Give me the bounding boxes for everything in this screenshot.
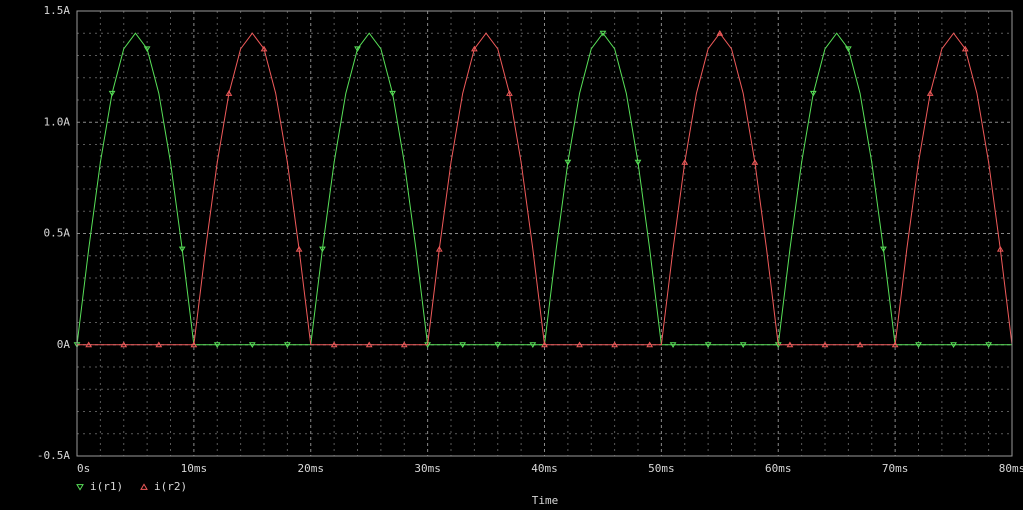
y-tick-label: 1.5A: [44, 4, 71, 17]
series-marker: [985, 342, 992, 348]
series-marker: [400, 341, 408, 348]
series-marker: [365, 341, 373, 348]
plot-area: [73, 30, 1013, 348]
series-marker: [681, 159, 689, 165]
series-marker: [108, 90, 116, 97]
series-marker: [541, 341, 548, 348]
series-marker: [529, 342, 537, 348]
x-tick-label: 10ms: [181, 462, 208, 475]
legend-label: i(r1): [90, 480, 123, 493]
x-axis-label: Time: [532, 494, 559, 507]
series-marker: [950, 342, 957, 348]
x-tick-label: 0s: [77, 462, 90, 475]
x-tick-label: 50ms: [648, 462, 675, 475]
series-marker: [248, 342, 256, 348]
series-marker: [599, 30, 607, 37]
series-marker: [669, 342, 677, 348]
series-marker: [389, 90, 396, 97]
series-marker: [915, 342, 922, 348]
series-marker: [809, 90, 817, 97]
series-marker: [354, 46, 361, 53]
series-marker: [319, 246, 326, 253]
series-marker: [213, 342, 221, 348]
series-marker: [284, 342, 291, 348]
legend-marker: [140, 483, 148, 490]
series-marker: [880, 246, 887, 253]
x-tick-label: 40ms: [531, 462, 558, 475]
series-marker: [295, 245, 303, 252]
series-marker: [330, 341, 338, 348]
x-tick-label: 70ms: [882, 462, 909, 475]
series-marker: [178, 246, 186, 253]
series-marker: [260, 45, 268, 52]
plot-border: [76, 10, 1013, 457]
series-marker: [143, 46, 151, 53]
series-marker: [435, 245, 443, 252]
series-marker: [751, 159, 759, 165]
x-tick-label: 60ms: [765, 462, 792, 475]
y-tick-label: 1.0A: [44, 115, 71, 128]
series-line: [77, 32, 1013, 346]
series-marker: [716, 30, 724, 36]
series-marker: [564, 159, 572, 166]
series-marker: [926, 90, 934, 96]
series-marker: [611, 341, 618, 348]
y-tick-label: 0.5A: [44, 227, 71, 240]
y-tick-label: -0.5A: [37, 449, 70, 462]
series-marker: [786, 341, 794, 348]
series-marker: [821, 341, 829, 348]
legend-label: i(r2): [154, 480, 187, 493]
x-tick-label: 30ms: [414, 462, 441, 475]
series-marker: [155, 341, 163, 348]
series-marker: [190, 341, 198, 348]
series-marker: [225, 90, 233, 96]
series-marker: [471, 45, 478, 52]
series-marker: [646, 341, 654, 348]
series-marker: [576, 341, 583, 348]
series-marker: [494, 342, 502, 348]
x-tick-label: 20ms: [298, 462, 325, 475]
series-marker: [996, 245, 1004, 252]
series-marker: [120, 341, 128, 348]
series-marker: [459, 342, 467, 348]
series-marker: [856, 341, 864, 348]
legend: i(r1) i(r2): [76, 480, 187, 493]
series-marker: [634, 159, 642, 166]
x-tick-label: 80ms: [999, 462, 1023, 475]
series-marker: [85, 341, 93, 348]
grid: [76, 10, 1013, 457]
legend-marker: [76, 484, 84, 491]
series-marker: [961, 45, 969, 52]
series-marker: [739, 342, 747, 348]
series-marker: [845, 46, 852, 53]
series-marker: [891, 341, 899, 348]
series-marker: [506, 90, 513, 96]
y-tick-label: 0A: [57, 338, 71, 351]
series-marker: [704, 342, 712, 348]
